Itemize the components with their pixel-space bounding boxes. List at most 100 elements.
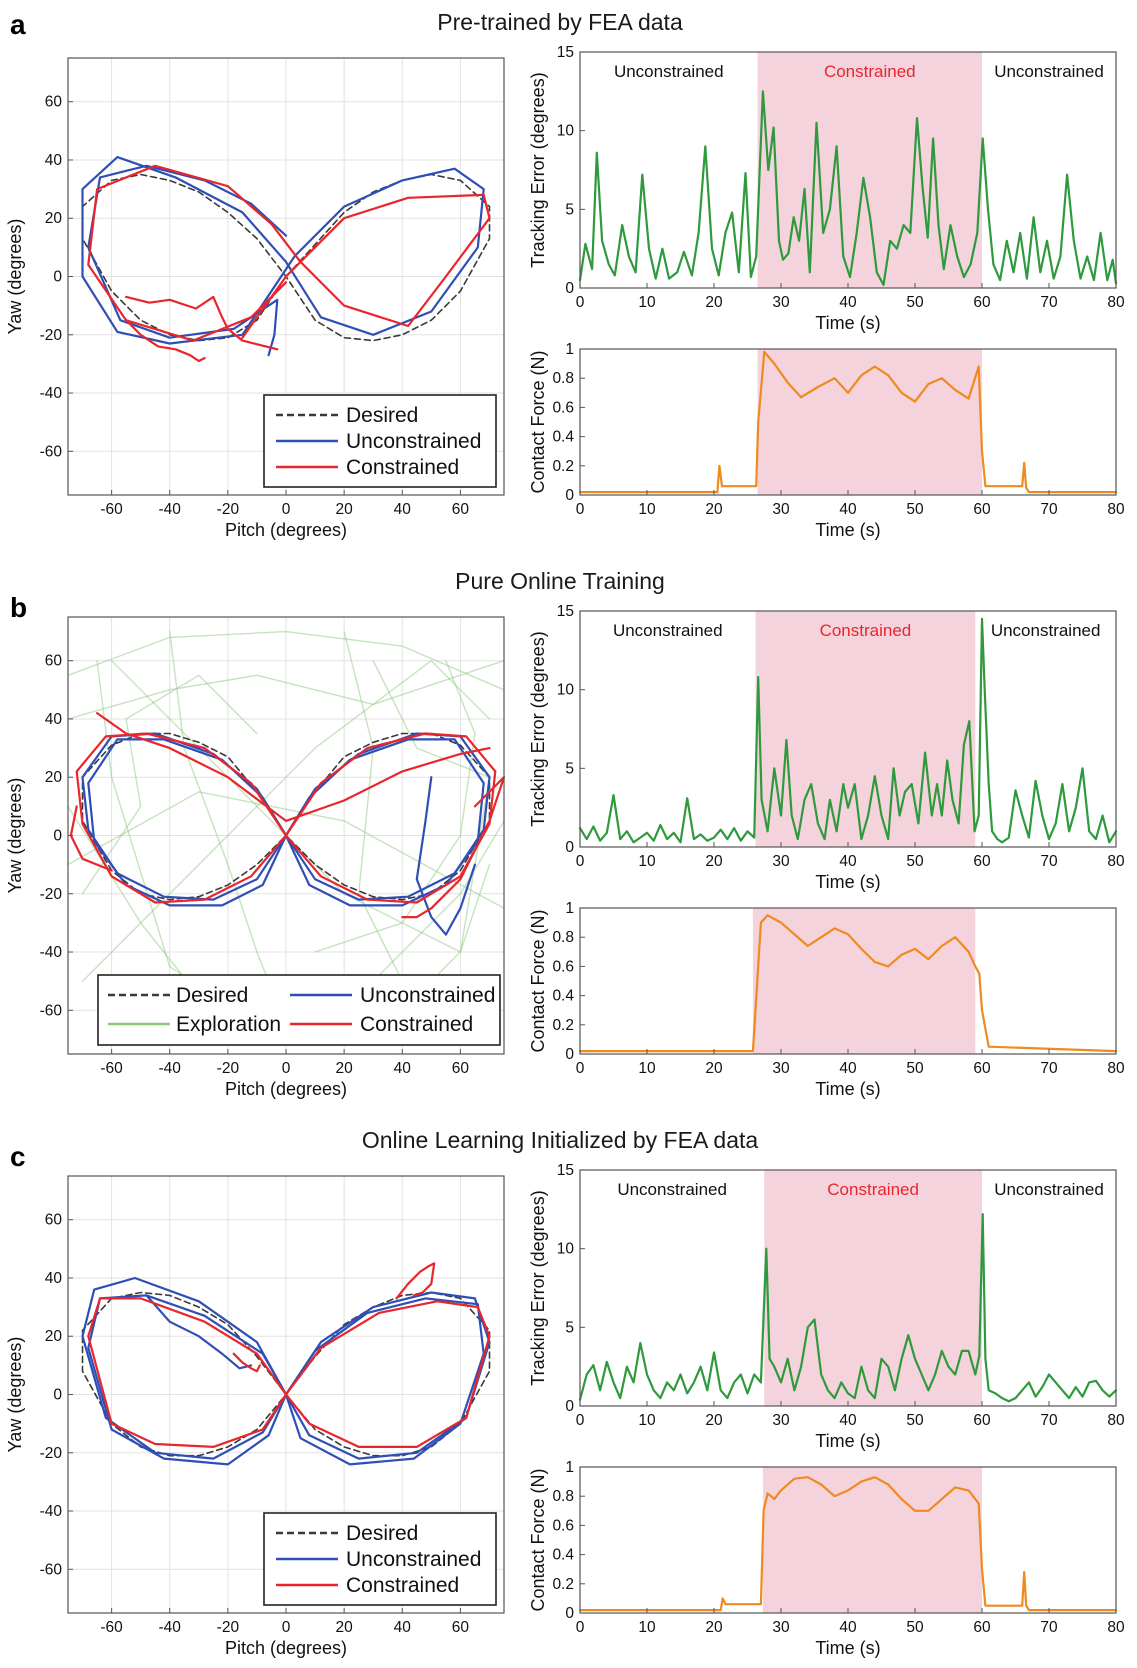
region-label: Constrained <box>820 621 912 640</box>
chart-a-force: 0 10 20 30 40 50 60 70 80 0 0.2 0.4 0.6 0.8 1 Time (s) C… <box>528 341 1125 540</box>
panel-title-a: Pre-trained by FEA data <box>437 9 683 35</box>
region-label: Unconstrained <box>994 62 1104 81</box>
x-tick-label: 70 <box>1040 1412 1058 1429</box>
y-tick-label: 5 <box>565 760 574 777</box>
chart-c-traj: -60 -40 -20 0 20 40 60 -60 -40 -20 0 20 40 60 Pitch (d… <box>5 1175 505 1658</box>
x-tick-label: 0 <box>576 501 585 518</box>
x-tick-label: -20 <box>217 501 240 518</box>
region-label: Unconstrained <box>617 1180 727 1199</box>
x-tick-label: 20 <box>705 294 723 311</box>
y-tick-label: -60 <box>40 1561 63 1578</box>
series-exploration-line <box>314 660 476 953</box>
x-tick-label: 40 <box>839 501 857 518</box>
x-tick-label: 80 <box>1107 1060 1125 1077</box>
y-tick-label: 60 <box>45 94 63 111</box>
x-tick-label: 0 <box>576 1412 585 1429</box>
y-tick-label: 0 <box>565 1398 574 1415</box>
series-unconstrained-line <box>415 776 476 936</box>
x-tick-label: 40 <box>394 501 412 518</box>
y-tick-label: -40 <box>40 385 63 402</box>
y-tick-label: 40 <box>45 1270 63 1287</box>
x-axis-label: Pitch (degrees) <box>225 520 347 540</box>
x-tick-label: 70 <box>1040 1619 1058 1636</box>
region-label: Constrained <box>827 1180 919 1199</box>
y-tick-label: -60 <box>40 443 63 460</box>
y-tick-label: 0 <box>565 1605 574 1622</box>
x-tick-label: 50 <box>906 1412 924 1429</box>
legend-label: Desired <box>176 984 248 1007</box>
series-constrained-line <box>69 805 113 872</box>
x-tick-label: 40 <box>839 1412 857 1429</box>
constrained-band <box>762 1467 982 1613</box>
y-tick-label: 0.2 <box>552 1576 574 1593</box>
y-tick-label: 0.6 <box>552 1517 574 1534</box>
x-tick-label: 80 <box>1107 853 1125 870</box>
x-tick-label: 80 <box>1107 1619 1125 1636</box>
legend: Desired Unconstrained Constrained <box>263 394 497 488</box>
x-tick-label: 10 <box>638 1412 656 1429</box>
series-constrained-line <box>95 711 491 823</box>
x-tick-label: 0 <box>282 1060 291 1077</box>
legend-label: Constrained <box>360 1013 473 1036</box>
panel-label-c: c <box>10 1141 26 1172</box>
x-tick-label: 20 <box>705 1619 723 1636</box>
x-tick-label: 60 <box>973 294 991 311</box>
y-tick-label: 0 <box>565 487 574 504</box>
x-tick-label: 40 <box>839 1619 857 1636</box>
x-tick-label: 70 <box>1040 501 1058 518</box>
x-tick-label: 10 <box>638 501 656 518</box>
y-tick-label: 0.4 <box>552 1547 574 1564</box>
y-tick-label: 0 <box>53 1387 62 1404</box>
x-tick-label: 80 <box>1107 294 1125 311</box>
x-tick-label: 50 <box>906 501 924 518</box>
y-tick-label: 60 <box>45 653 63 670</box>
y-tick-label: -60 <box>40 1002 63 1019</box>
x-tick-label: 50 <box>906 1060 924 1077</box>
x-tick-label: 0 <box>576 1619 585 1636</box>
series-constrained-line <box>124 319 206 363</box>
series-tracking-error-line <box>578 90 1118 286</box>
y-tick-label: 5 <box>565 201 574 218</box>
x-tick-label: 80 <box>1107 501 1125 518</box>
y-tick-label: 0 <box>53 828 62 845</box>
series-exploration-line <box>67 791 505 909</box>
x-tick-label: 30 <box>772 1060 790 1077</box>
x-tick-label: 70 <box>1040 853 1058 870</box>
series-constrained-line <box>124 295 279 351</box>
panel-label-b: b <box>10 592 27 623</box>
y-tick-label: 1 <box>565 341 574 358</box>
y-tick-label: 0.6 <box>552 958 574 975</box>
x-tick-label: -60 <box>100 1060 123 1077</box>
series-unconstrained-line <box>81 156 485 345</box>
legend-label: Exploration <box>176 1013 281 1036</box>
region-label: Constrained <box>824 62 916 81</box>
y-tick-label: 0.2 <box>552 1017 574 1034</box>
chart-a-traj: -60 -40 -20 0 20 40 60 -60 -40 -20 0 20 40 60 Pitch (d… <box>5 57 505 540</box>
constrained-band <box>757 349 982 495</box>
y-axis-label: Tracking Error (degrees) <box>528 631 548 826</box>
y-tick-label: 10 <box>557 682 575 699</box>
constrained-band <box>764 1170 982 1406</box>
y-axis-label: Contact Force (N) <box>528 909 548 1052</box>
x-tick-label: 30 <box>772 294 790 311</box>
legend-label: Desired <box>346 1522 418 1545</box>
x-tick-label: 0 <box>576 294 585 311</box>
x-tick-label: -20 <box>217 1060 240 1077</box>
region-label: Unconstrained <box>991 621 1101 640</box>
y-tick-label: 15 <box>557 603 574 620</box>
x-tick-label: 70 <box>1040 294 1058 311</box>
legend-label: Constrained <box>346 1574 459 1597</box>
y-axis-label: Tracking Error (degrees) <box>528 72 548 267</box>
y-tick-label: -20 <box>40 1445 63 1462</box>
legend-label: Unconstrained <box>346 430 481 453</box>
y-tick-label: 1 <box>565 1459 574 1476</box>
y-tick-label: 20 <box>45 769 63 786</box>
y-tick-label: 0.2 <box>552 458 574 475</box>
y-tick-label: 0.4 <box>552 988 574 1005</box>
x-tick-label: 60 <box>973 501 991 518</box>
series-constrained-line <box>395 1262 436 1300</box>
legend-label: Unconstrained <box>346 1548 481 1571</box>
x-axis-label: Time (s) <box>815 1431 880 1451</box>
region-label: Unconstrained <box>994 1180 1104 1199</box>
chart-b-err: 0 10 20 30 40 50 60 70 80 0 5 10 15 Time (s) Tracking … <box>528 603 1125 892</box>
